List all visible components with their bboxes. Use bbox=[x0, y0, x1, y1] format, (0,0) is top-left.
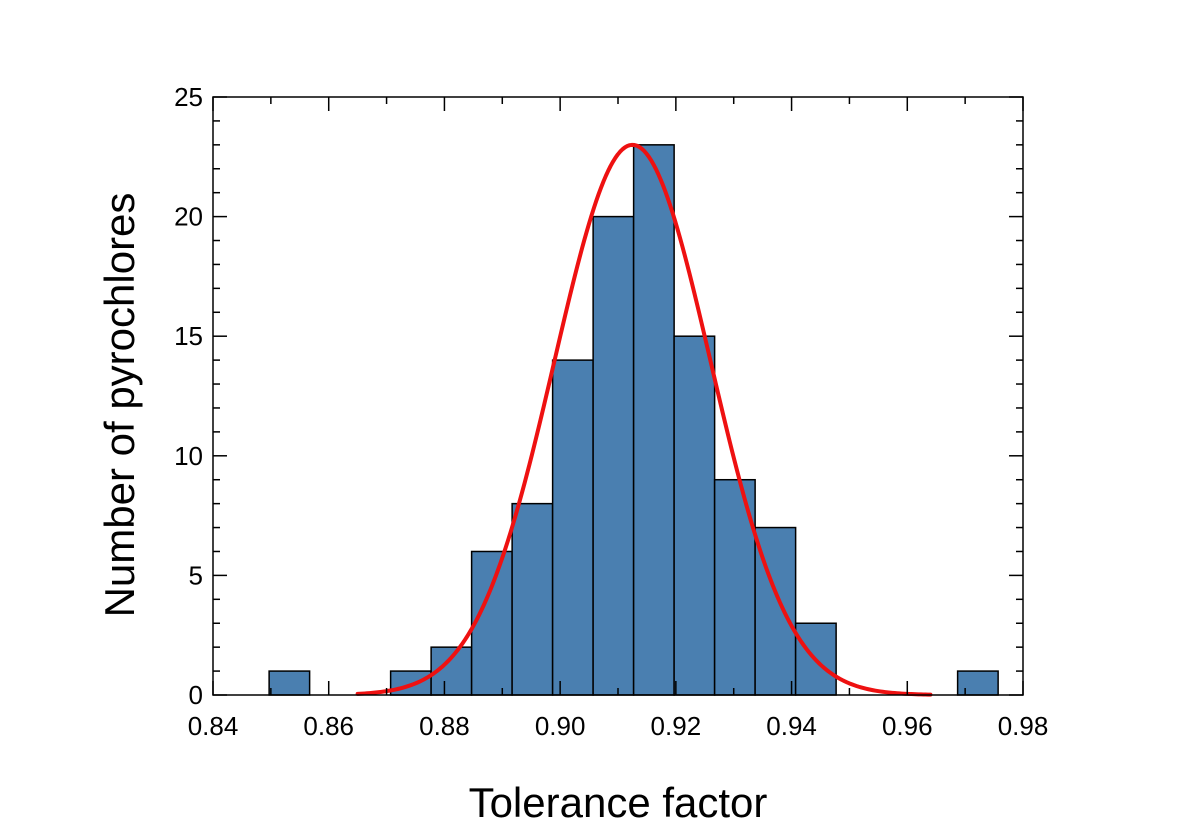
histogram-bar bbox=[673, 335, 716, 696]
histogram-bar bbox=[592, 215, 635, 696]
x-tick-label: 0.92 bbox=[651, 711, 702, 741]
y-tick-label: 20 bbox=[174, 202, 203, 232]
y-axis-title: Number of pyrochlores bbox=[96, 193, 143, 618]
y-tick-labels: 0 5 10 15 20 25 bbox=[174, 82, 203, 710]
histogram-bar bbox=[551, 359, 594, 696]
x-axis-title: Tolerance factor bbox=[469, 779, 768, 826]
x-tick-labels: 0.84 0.86 0.88 0.90 0.92 0.94 0.96 0.98 bbox=[188, 711, 1049, 741]
bars-layer bbox=[268, 144, 999, 696]
histogram-bar bbox=[470, 550, 513, 696]
x-tick-label: 0.98 bbox=[998, 711, 1049, 741]
histogram-bar bbox=[511, 502, 554, 696]
histogram-bar bbox=[956, 670, 999, 696]
x-tick-label: 0.90 bbox=[535, 711, 586, 741]
x-tick-label: 0.84 bbox=[188, 711, 239, 741]
x-tick-label: 0.86 bbox=[303, 711, 354, 741]
histogram-bar bbox=[268, 670, 311, 696]
ticks-layer bbox=[212, 96, 1024, 696]
gaussian-fit-line bbox=[355, 142, 933, 697]
y-tick-label: 25 bbox=[174, 82, 203, 112]
y-tick-label: 10 bbox=[174, 441, 203, 471]
x-tick-label: 0.94 bbox=[766, 711, 817, 741]
histogram-bar bbox=[632, 144, 675, 696]
x-tick-label: 0.88 bbox=[419, 711, 470, 741]
y-tick-label: 5 bbox=[189, 560, 203, 590]
y-tick-label: 0 bbox=[189, 680, 203, 710]
y-tick-label: 15 bbox=[174, 321, 203, 351]
x-tick-label: 0.96 bbox=[882, 711, 933, 741]
fit-curve-layer bbox=[355, 142, 933, 697]
